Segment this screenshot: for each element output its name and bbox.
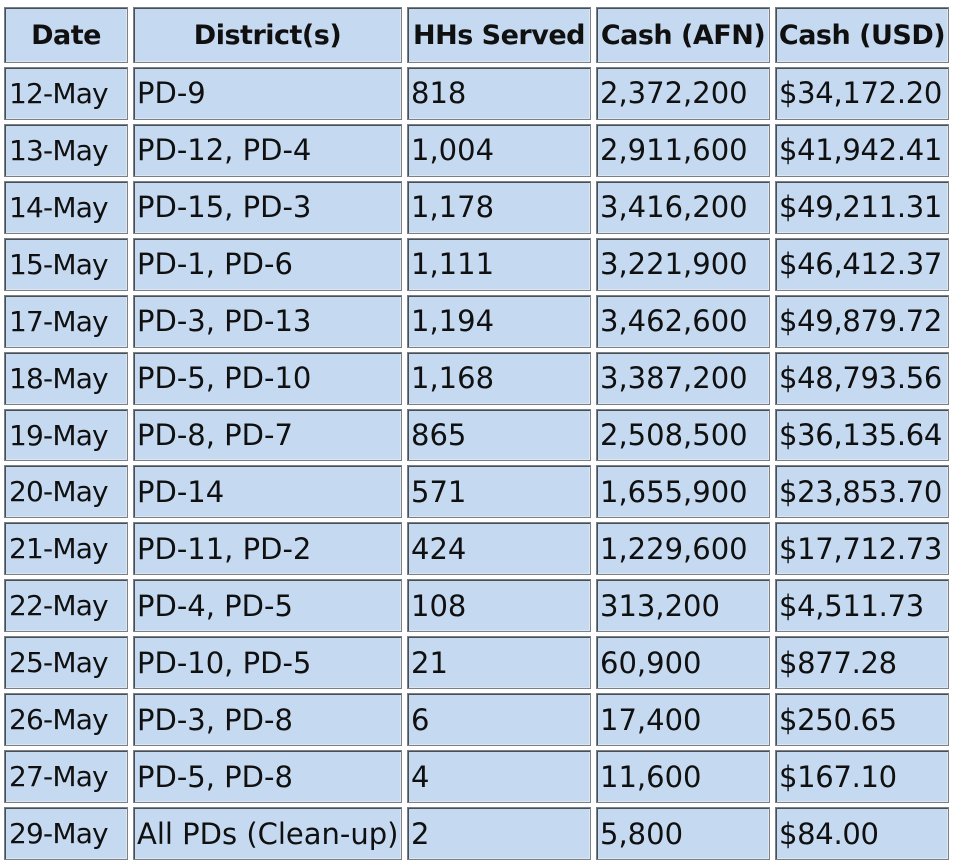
hhs-served-cell: 108: [407, 579, 591, 633]
date-cell: 13-May: [4, 123, 128, 177]
header-cash-afn: Cash (AFN): [596, 7, 770, 63]
hhs-served-cell: 1,111: [407, 237, 591, 291]
cash-usd-cell: $167.10: [775, 750, 949, 804]
cash-afn-cell: 11,600: [596, 750, 770, 804]
hhs-served-cell: 424: [407, 522, 591, 576]
distribution-table: Date District(s) HHs Served Cash (AFN) C…: [4, 7, 949, 860]
date-cell: 22-May: [4, 579, 128, 633]
date-cell: 25-May: [4, 636, 128, 690]
districts-cell: PD-14: [133, 465, 402, 519]
cash-usd-cell: $41,942.41: [775, 123, 949, 177]
cash-afn-cell: 1,655,900: [596, 465, 770, 519]
date-cell: 19-May: [4, 408, 128, 462]
cash-afn-cell: 3,462,600: [596, 294, 770, 348]
districts-cell: PD-3, PD-13: [133, 294, 402, 348]
districts-cell: PD-3, PD-8: [133, 693, 402, 747]
date-cell: 12-May: [4, 67, 128, 120]
header-cash-usd: Cash (USD): [775, 7, 949, 63]
cash-usd-cell: $46,412.37: [775, 237, 949, 291]
cash-afn-cell: 3,387,200: [596, 351, 770, 405]
cash-usd-cell: $36,135.64: [775, 408, 949, 462]
districts-cell: PD-5, PD-10: [133, 351, 402, 405]
districts-cell: PD-10, PD-5: [133, 636, 402, 690]
hhs-served-cell: 1,178: [407, 180, 591, 234]
districts-cell: PD-1, PD-6: [133, 237, 402, 291]
date-cell: 15-May: [4, 237, 128, 291]
hhs-served-cell: 818: [407, 67, 591, 120]
hhs-served-cell: 571: [407, 465, 591, 519]
districts-cell: PD-8, PD-7: [133, 408, 402, 462]
hhs-served-cell: 1,004: [407, 123, 591, 177]
hhs-served-cell: 2: [407, 807, 591, 860]
districts-cell: PD-12, PD-4: [133, 123, 402, 177]
header-hhs-served: HHs Served: [407, 7, 591, 63]
date-cell: 17-May: [4, 294, 128, 348]
hhs-served-cell: 4: [407, 750, 591, 804]
districts-cell: PD-11, PD-2: [133, 522, 402, 576]
cash-usd-cell: $48,793.56: [775, 351, 949, 405]
cash-afn-cell: 3,221,900: [596, 237, 770, 291]
date-cell: 26-May: [4, 693, 128, 747]
cash-afn-cell: 313,200: [596, 579, 770, 633]
date-cell: 21-May: [4, 522, 128, 576]
cash-afn-cell: 3,416,200: [596, 180, 770, 234]
date-cell: 29-May: [4, 807, 128, 860]
cash-afn-cell: 5,800: [596, 807, 770, 860]
hhs-served-cell: 6: [407, 693, 591, 747]
date-cell: 14-May: [4, 180, 128, 234]
hhs-served-cell: 21: [407, 636, 591, 690]
date-cell: 18-May: [4, 351, 128, 405]
cash-usd-cell: $250.65: [775, 693, 949, 747]
districts-cell: All PDs (Clean-up): [133, 807, 402, 860]
hhs-served-cell: 865: [407, 408, 591, 462]
cash-usd-cell: $34,172.20: [775, 67, 949, 120]
header-date: Date: [4, 7, 128, 63]
districts-cell: PD-9: [133, 67, 402, 120]
cash-usd-cell: $4,511.73: [775, 579, 949, 633]
districts-cell: PD-4, PD-5: [133, 579, 402, 633]
hhs-served-cell: 1,194: [407, 294, 591, 348]
cash-afn-cell: 2,911,600: [596, 123, 770, 177]
cash-afn-cell: 60,900: [596, 636, 770, 690]
cash-usd-cell: $84.00: [775, 807, 949, 860]
cash-afn-cell: 17,400: [596, 693, 770, 747]
cash-usd-cell: $17,712.73: [775, 522, 949, 576]
cash-usd-cell: $877.28: [775, 636, 949, 690]
cash-afn-cell: 2,372,200: [596, 67, 770, 120]
date-cell: 20-May: [4, 465, 128, 519]
hhs-served-cell: 1,168: [407, 351, 591, 405]
header-districts: District(s): [133, 7, 402, 63]
cash-usd-cell: $49,879.72: [775, 294, 949, 348]
cash-usd-cell: $23,853.70: [775, 465, 949, 519]
date-cell: 27-May: [4, 750, 128, 804]
cash-afn-cell: 2,508,500: [596, 408, 770, 462]
districts-cell: PD-15, PD-3: [133, 180, 402, 234]
cash-usd-cell: $49,211.31: [775, 180, 949, 234]
districts-cell: PD-5, PD-8: [133, 750, 402, 804]
cash-afn-cell: 1,229,600: [596, 522, 770, 576]
